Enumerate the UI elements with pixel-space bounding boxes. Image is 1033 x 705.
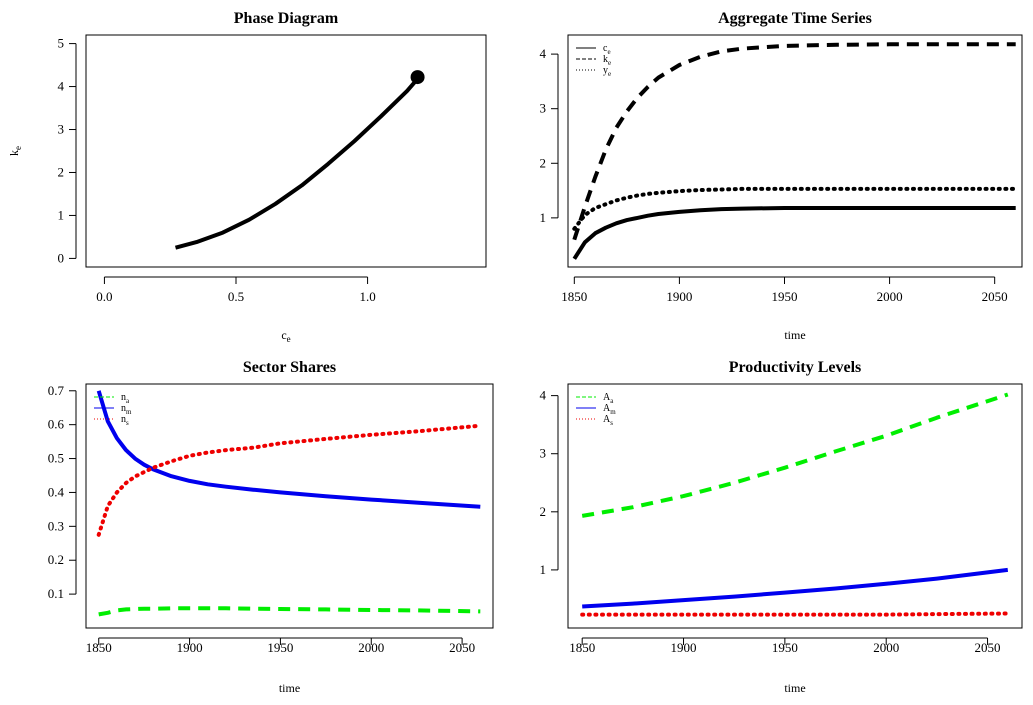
- productivity-y-axis: 1 2 3 4: [540, 388, 559, 577]
- aggregate-x-tick-label: 1900: [666, 289, 692, 304]
- sectors-y-axis: 0.1 0.2 0.3 0.4 0.5 0.6 0.7: [48, 383, 77, 601]
- aggregate-series-ke: [572, 42, 1016, 241]
- sectors-x-axis: 1850 1900 1950 2000 2050: [86, 637, 475, 655]
- phase-y-tick-label: 4: [58, 79, 65, 94]
- productivity-y-tick-label: 2: [540, 504, 547, 519]
- sectors-plot-frame: [85, 383, 494, 629]
- productivity-legend-label-As: As: [603, 414, 613, 427]
- phase-x-label: ce: [281, 328, 290, 344]
- sectors-y-tick-label: 0.6: [48, 417, 65, 432]
- productivity-x-tick-label: 1900: [671, 640, 697, 655]
- aggregate-title: Aggregate Time Series: [718, 10, 872, 27]
- sectors-legend-label-nm: nm: [121, 403, 132, 416]
- sectors-series-ns: [96, 423, 483, 537]
- productivity-x-label: time: [784, 681, 805, 695]
- productivity-x-tick-label: 2050: [975, 640, 1001, 655]
- sectors-x-tick-label: 2050: [449, 640, 475, 655]
- aggregate-y-axis: 1 2 3 4: [540, 46, 559, 225]
- sectors-series-na: [98, 606, 481, 617]
- phase-y-tick-label: 2: [58, 164, 65, 179]
- phase-x-tick-label: 1.0: [359, 289, 375, 304]
- aggregate-y-tick-label: 4: [540, 46, 547, 61]
- sectors-title: Sector Shares: [243, 359, 336, 376]
- panel-phase: Phase Diagram 0.0 0.5 1.0 0 1 2 3 4 5 ce ke: [7, 10, 487, 344]
- productivity-series-Am: [582, 567, 1009, 609]
- productivity-series-Aa: [581, 392, 1009, 518]
- sectors-y-tick-label: 0.2: [48, 552, 64, 567]
- aggregate-x-tick-label: 1850: [561, 289, 587, 304]
- productivity-x-tick-label: 1950: [772, 640, 798, 655]
- sectors-y-tick-label: 0.4: [48, 484, 65, 499]
- phase-end-point: [410, 70, 425, 85]
- aggregate-legend-label-ce: ce: [603, 43, 611, 56]
- aggregate-y-tick-label: 2: [540, 155, 547, 170]
- aggregate-plot-frame: [567, 34, 1023, 268]
- phase-x-tick-label: 0.5: [228, 289, 244, 304]
- sectors-x-tick-label: 1950: [267, 640, 293, 655]
- phase-series-series-0: [174, 77, 420, 250]
- sectors-y-tick-label: 0.5: [48, 451, 64, 466]
- sectors-x-tick-label: 1900: [177, 640, 203, 655]
- sectors-y-tick-label: 0.7: [48, 383, 65, 398]
- phase-title: Phase Diagram: [234, 10, 339, 27]
- productivity-y-tick-label: 3: [540, 446, 547, 461]
- productivity-plot-frame: [567, 383, 1023, 629]
- phase-y-axis: 0 1 2 3 4 5: [58, 36, 77, 265]
- aggregate-x-tick-label: 1950: [771, 289, 797, 304]
- phase-y-tick-label: 1: [58, 207, 65, 222]
- aggregate-y-tick-label: 3: [540, 101, 547, 116]
- aggregate-legend-label-ye: ye: [603, 65, 611, 78]
- productivity-y-tick-label: 4: [540, 388, 547, 403]
- productivity-x-tick-label: 2000: [873, 640, 899, 655]
- sectors-y-tick-label: 0.3: [48, 518, 64, 533]
- productivity-y-tick-label: 1: [540, 562, 547, 577]
- productivity-x-tick-label: 1850: [569, 640, 595, 655]
- aggregate-x-axis: 1850 1900 1950 2000 2050: [561, 276, 1008, 304]
- aggregate-series-ye: [572, 186, 1018, 231]
- aggregate-y-tick-label: 1: [540, 210, 547, 225]
- sectors-series-nm: [96, 390, 481, 509]
- productivity-title: Productivity Levels: [729, 359, 862, 376]
- aggregate-x-tick-label: 2050: [982, 289, 1008, 304]
- phase-x-tick-label: 0.0: [96, 289, 112, 304]
- sectors-x-tick-label: 2000: [358, 640, 384, 655]
- sectors-legend-label-ns: ns: [121, 414, 129, 427]
- aggregate-legend-label-ke: ke: [603, 54, 611, 67]
- productivity-x-axis: 1850 1900 1950 2000 2050: [569, 637, 1001, 655]
- sectors-x-tick-label: 1850: [86, 640, 112, 655]
- sectors-legend-label-na: na: [121, 392, 130, 405]
- sectors-y-tick-label: 0.1: [48, 586, 64, 601]
- phase-plot-frame: [85, 34, 487, 268]
- aggregate-series-ce: [572, 206, 1016, 260]
- productivity-series-As: [580, 611, 1010, 617]
- productivity-legend-label-Am: Am: [603, 403, 616, 416]
- aggregate-x-tick-label: 2000: [877, 289, 903, 304]
- phase-y-tick-label: 3: [58, 122, 65, 137]
- phase-y-tick-label: 5: [58, 36, 65, 51]
- sectors-x-label: time: [279, 681, 300, 695]
- aggregate-x-label: time: [784, 328, 805, 342]
- phase-y-label: ke: [7, 146, 23, 156]
- productivity-legend-label-Aa: Aa: [603, 392, 614, 405]
- phase-y-tick-label: 0: [58, 250, 65, 265]
- panel-aggregate: Aggregate Time Series 1850 1900 1950 2000 205…: [540, 10, 1023, 342]
- phase-x-axis: 0.0 0.5 1.0: [96, 276, 376, 304]
